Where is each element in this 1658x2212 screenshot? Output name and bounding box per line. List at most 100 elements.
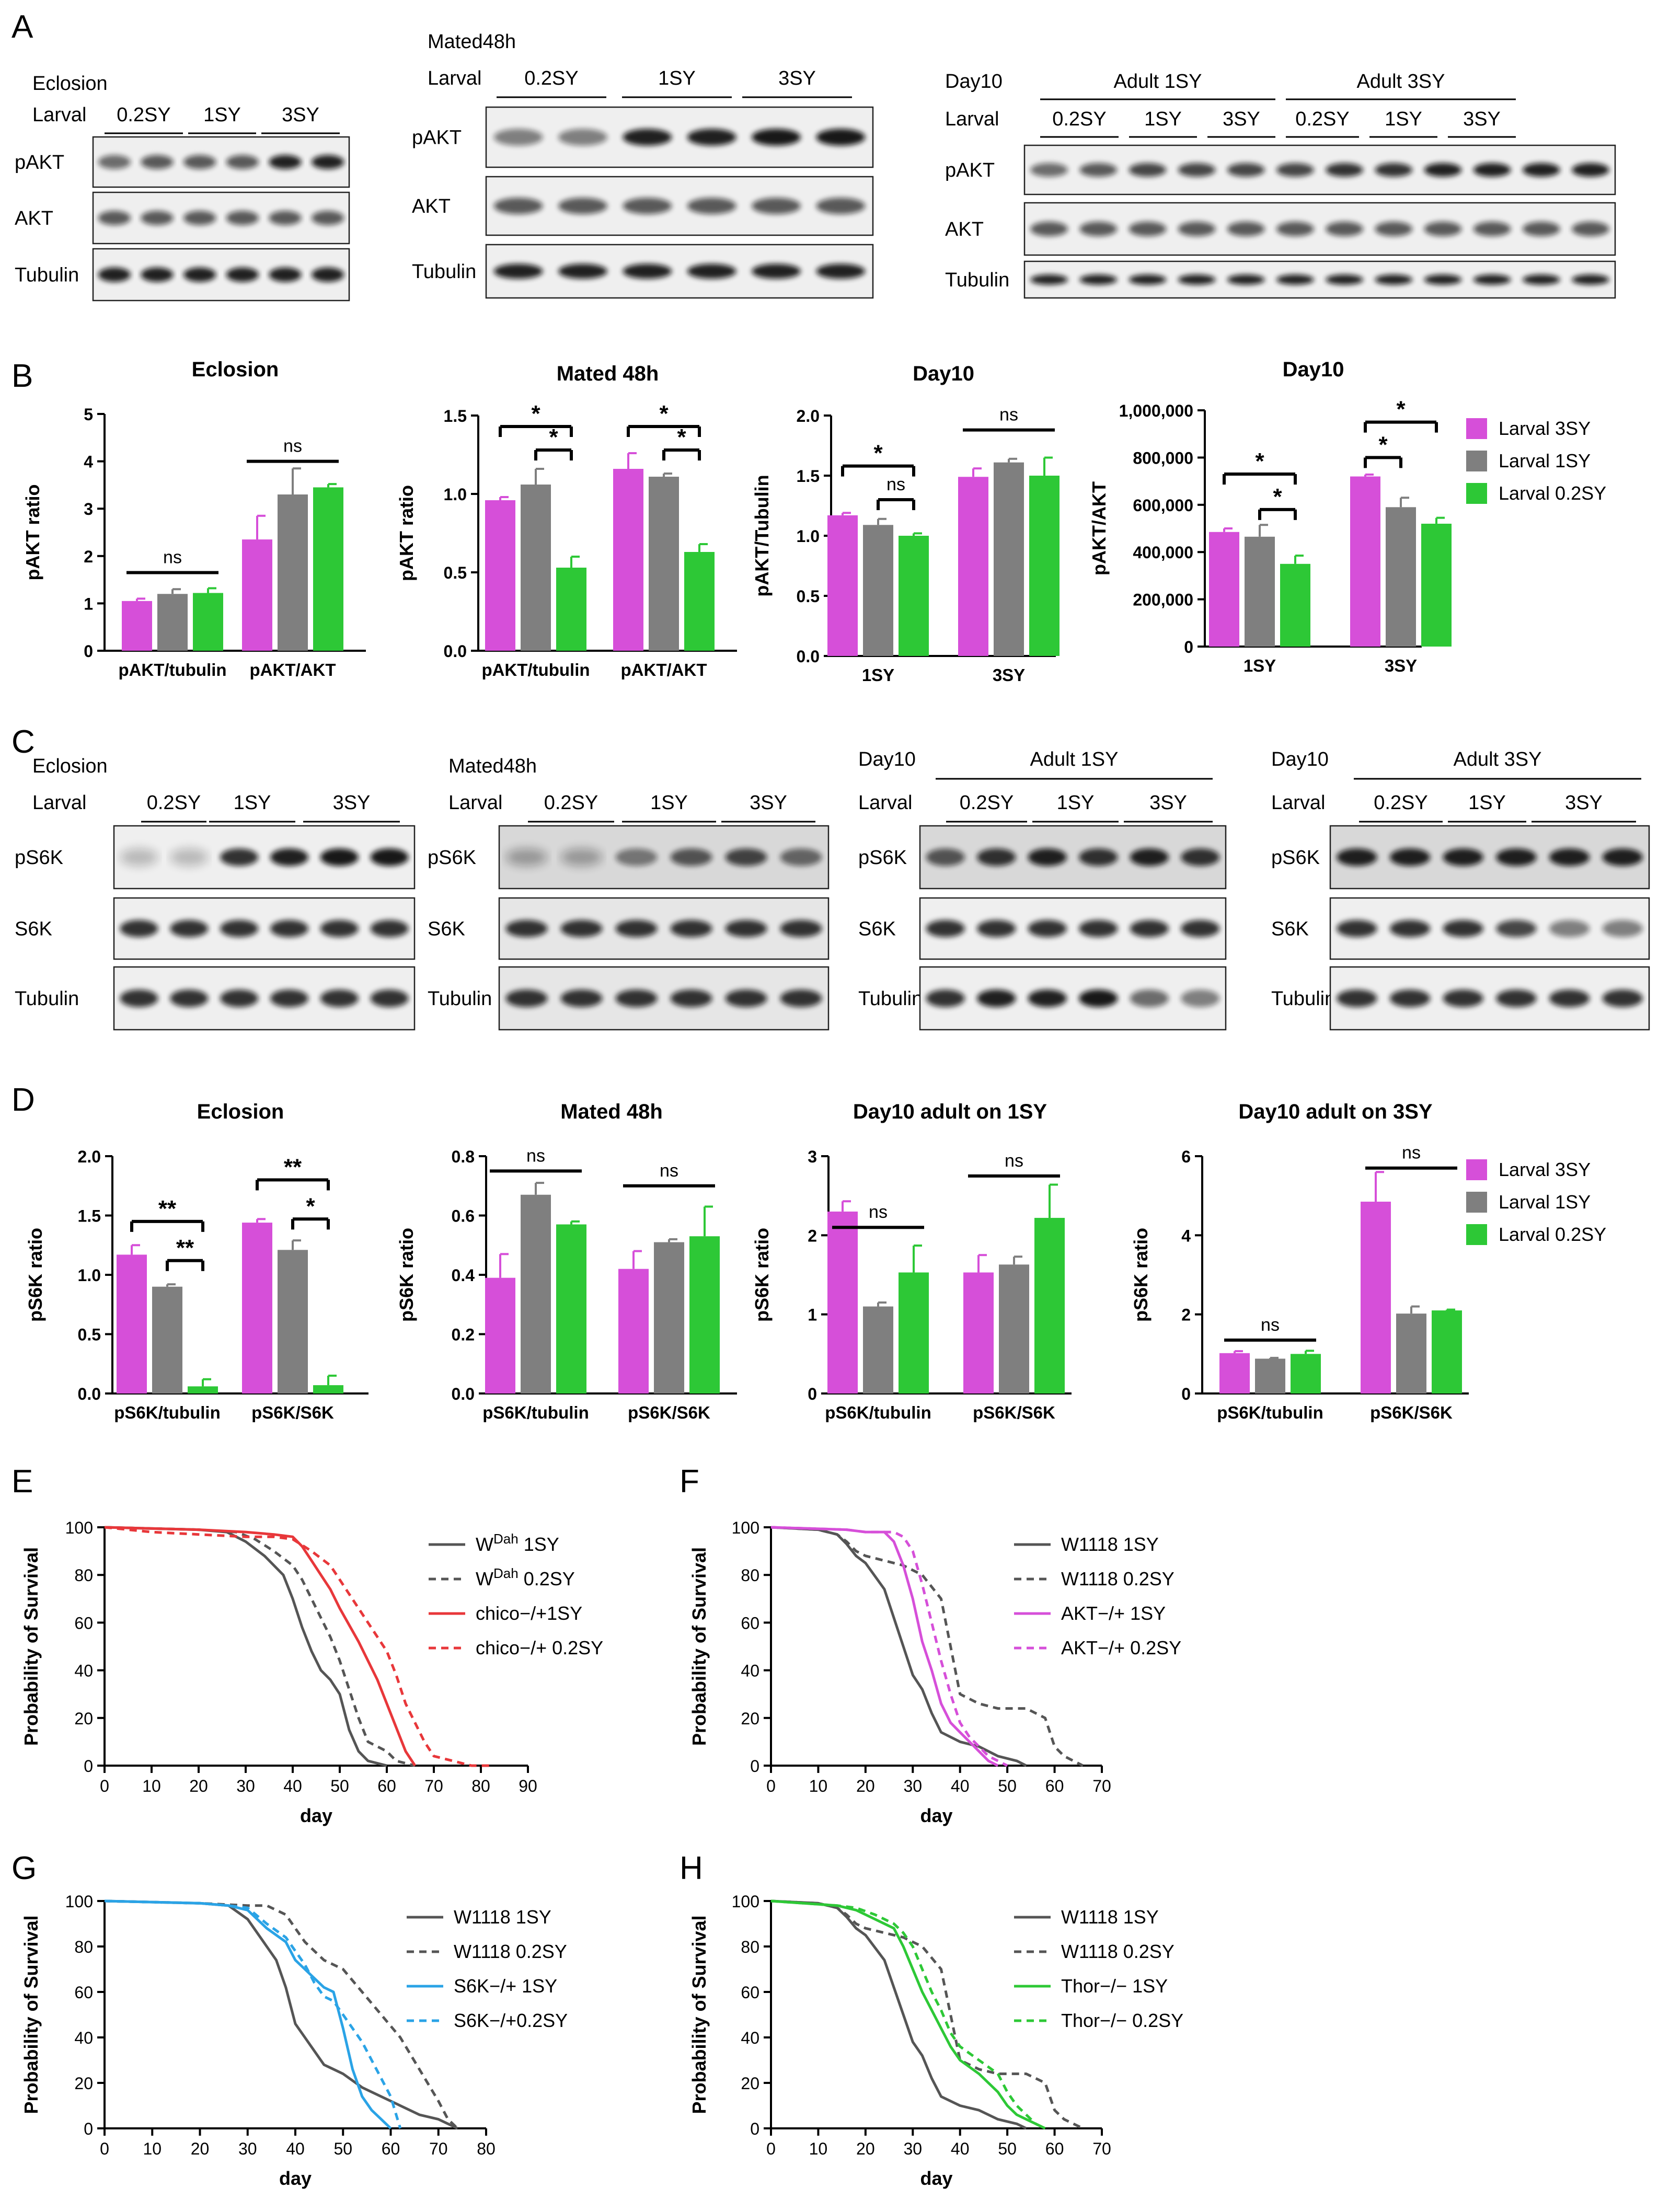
y-tick-label: 40	[74, 1662, 93, 1680]
blot-band	[1602, 920, 1643, 937]
blot-strip	[498, 966, 830, 1031]
blot-band	[1178, 163, 1216, 177]
blot-band	[1178, 274, 1216, 285]
category-label: 3SY	[993, 665, 1025, 685]
bar	[1350, 476, 1380, 647]
y-axis-label: pAKT ratio	[396, 485, 417, 581]
y-tick-label: 0.5	[444, 563, 467, 582]
chart-title: Day10 adult on 3SY	[1238, 1100, 1433, 1123]
bar-chart-d-adult3sy: Day10 adult on 3SY 0 2 4 6 pS6K ratio pS6K/tub…	[1130, 1100, 1606, 1422]
legend-label: chico−/+ 0.2SY	[476, 1637, 603, 1658]
y-tick-label: 80	[74, 1566, 93, 1585]
bar	[1219, 1353, 1250, 1393]
blot-larval-label: Larval	[32, 792, 87, 814]
significance-label: ns	[1005, 1151, 1023, 1171]
blot-strip	[1329, 897, 1650, 960]
category-label: pS6K/tubulin	[825, 1403, 931, 1422]
y-tick-label: 100	[732, 1518, 759, 1537]
survival-curve	[770, 1899, 1046, 2130]
blot-band	[1130, 920, 1169, 937]
bar	[999, 1264, 1029, 1393]
y-axis-label: pAKT ratio	[22, 485, 43, 581]
y-tick-label: 40	[741, 2029, 759, 2047]
bar	[1209, 532, 1239, 647]
x-axis-label: day	[920, 2168, 952, 2189]
blot-group-label: 3SY	[282, 104, 319, 126]
western-blot-day10-adult1sy-s6k: Day10 Larval Adult 1SY 0.2SY 1SY 3SY pS6K S6K Tu…	[858, 748, 1227, 1031]
bar-chart-b-mated48h: Mated 48h 0.0 0.5 1.0 1.5 pAKT ratio pAKT/tubu…	[396, 362, 737, 679]
legend-label: Thor−/− 1SY	[1061, 1975, 1168, 1997]
blot-band	[1276, 163, 1314, 177]
bar	[1432, 1310, 1462, 1393]
blot-band	[1227, 274, 1265, 285]
blot-band	[725, 920, 767, 937]
western-blot-mated48h-s6k: Mated48h Larval 0.2SY 1SY 3SY pS6K S6K Tubulin	[428, 755, 830, 1031]
blot-group-label: 1SY	[1468, 792, 1506, 814]
blot-title: Mated48h	[428, 31, 516, 53]
survival-curve	[770, 1899, 1027, 2130]
legend-label: WDah 1SY	[476, 1531, 559, 1555]
blot-band	[1389, 989, 1431, 1007]
significance-label: ns	[1402, 1143, 1421, 1163]
significance-label: **	[158, 1196, 177, 1222]
x-tick-label: 40	[286, 2139, 305, 2158]
bar-chart-d-eclosion: Eclosion 0.0 0.5 1.0 1.5 2.0 pS6K ratio pS6K/tu…	[25, 1100, 369, 1422]
panel-letter-f: F	[680, 1464, 699, 1500]
blot-band	[505, 989, 548, 1007]
panel-letter-a: A	[11, 9, 33, 45]
blot-band	[1473, 274, 1511, 285]
legend-label: W1118 1SY	[454, 1906, 551, 1928]
category-label: pS6K/tubulin	[1217, 1403, 1323, 1422]
x-tick-label: 0	[766, 2139, 776, 2158]
bar	[556, 568, 586, 651]
bar	[1421, 523, 1452, 647]
blot-larval-label: Larval	[32, 104, 87, 126]
survival-curve	[770, 1526, 999, 1767]
y-tick-label: 0	[84, 642, 93, 661]
survival-curve	[104, 1526, 387, 1767]
western-blot-eclosion-akt: Eclosion Larval 0.2SY 1SY 3SY pAKT AKT Tubulin	[15, 73, 350, 302]
blot-group-label: 1SY	[650, 792, 688, 814]
survival-chart-e: 0 20 40 60 80 100 0 10 20 30 40 50 60 70 80 90 day Probab…	[20, 1518, 603, 1826]
y-tick-label: 60	[74, 1983, 93, 2002]
category-label: 1SY	[862, 665, 894, 685]
blot-band	[141, 155, 174, 169]
legend-label: Larval 3SY	[1499, 1159, 1591, 1180]
blot-band	[1424, 163, 1462, 177]
x-tick-label: 0	[100, 2139, 109, 2158]
blot-row-label: S6K	[428, 918, 465, 940]
blot-band	[780, 989, 822, 1007]
blot-group-label: 0.2SY	[117, 104, 171, 126]
y-axis-label: Probability of Survival	[688, 1547, 710, 1746]
x-tick-label: 60	[1045, 1777, 1064, 1795]
category-label: 1SY	[1244, 656, 1276, 675]
blot-band	[1443, 920, 1483, 937]
blot-title: Day10	[858, 748, 916, 770]
blot-band	[1522, 163, 1560, 177]
x-tick-label: 80	[471, 1777, 490, 1795]
x-tick-label: 70	[429, 2139, 448, 2158]
y-tick-label: 1.0	[444, 485, 467, 504]
y-tick-label: 1.5	[797, 467, 820, 486]
blot-strip	[485, 176, 874, 236]
x-tick-label: 50	[330, 1777, 349, 1795]
blot-band	[1181, 920, 1220, 937]
bar-chart-d-adult1sy: Day10 adult on 1SY 0 1 2 3 pS6K ratio pS6K/tub…	[751, 1100, 1072, 1422]
western-blot-day10-akt: Day10 Larval Adult 1SY Adult 3SY 0.2SY 1SY 3SY…	[945, 71, 1616, 299]
blot-band	[1181, 989, 1220, 1007]
blot-strip	[92, 248, 350, 302]
blot-band	[725, 989, 767, 1007]
blot-larval-label: Larval	[945, 108, 999, 130]
blot-band	[623, 198, 672, 214]
blot-group-label: 0.2SY	[960, 792, 1014, 814]
survival-curve	[104, 1899, 458, 2130]
blot-band	[226, 211, 259, 225]
bar	[899, 1272, 929, 1393]
blot-band	[1549, 848, 1590, 866]
blot-band	[226, 155, 259, 169]
blot-group-label: 3SY	[750, 792, 787, 814]
legend-label: W1118 1SY	[1061, 1534, 1159, 1555]
blot-band	[1337, 920, 1377, 937]
x-tick-label: 10	[143, 2139, 162, 2158]
y-tick-label: 0.6	[452, 1207, 475, 1226]
